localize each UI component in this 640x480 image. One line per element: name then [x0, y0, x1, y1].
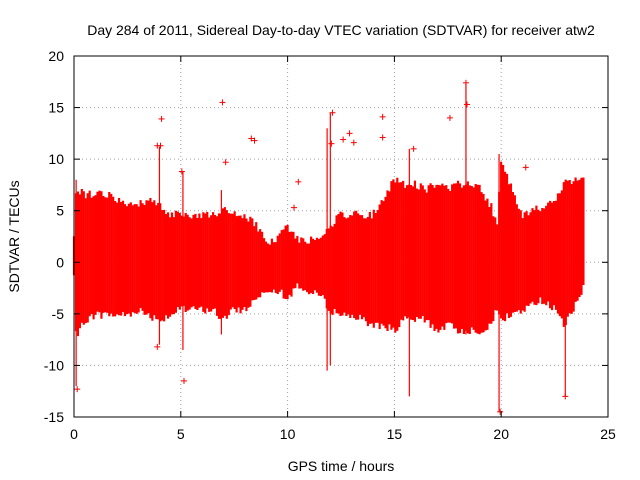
y-tick-label: 5 [56, 203, 64, 219]
outlier-point [328, 140, 335, 147]
y-tick-label: -5 [52, 306, 65, 322]
outlier-point [222, 159, 229, 166]
y-axis-label: SDTVAR / TECUs [6, 180, 22, 292]
outlier-point [251, 137, 258, 144]
outlier-point [295, 178, 302, 185]
y-tick-label: 20 [48, 48, 64, 64]
outlier-point [248, 135, 255, 142]
outlier-point [522, 164, 529, 171]
outlier-point [329, 109, 336, 116]
outlier-point [462, 79, 469, 86]
outlier-point [446, 114, 453, 121]
outlier-point [74, 386, 81, 393]
plot-frame [73, 55, 609, 418]
outlier-point [379, 113, 386, 120]
outlier-point [291, 204, 298, 211]
outlier-point [379, 134, 386, 141]
x-tick-label: 10 [280, 426, 296, 442]
outlier-point [562, 393, 569, 400]
axis-ticks: 0 5 10 15 20 25 -15 -10 -5 0 5 10 15 20 [44, 48, 616, 442]
chart-title: Day 284 of 2011, Sidereal Day-to-day VTE… [87, 22, 595, 38]
outlier-point [219, 99, 226, 106]
outlier-point [178, 168, 185, 175]
outlier-point [350, 139, 357, 146]
outlier-point [181, 377, 188, 384]
y-tick-label: -10 [44, 357, 64, 373]
outlier-point [346, 130, 353, 137]
data-series [72, 79, 585, 415]
outlier-point [157, 142, 164, 149]
outlier-point [497, 408, 504, 415]
x-tick-label: 5 [177, 426, 185, 442]
y-tick-label: 0 [56, 254, 64, 270]
outlier-point [410, 145, 417, 152]
outlier-point [154, 343, 161, 350]
y-tick-label: 15 [48, 100, 64, 116]
x-tick-label: 15 [387, 426, 403, 442]
x-tick-label: 25 [600, 426, 616, 442]
x-axis-label: GPS time / hours [288, 458, 395, 474]
y-tick-label: 10 [48, 151, 64, 167]
x-tick-label: 20 [493, 426, 509, 442]
outlier-point [340, 136, 347, 143]
outlier-point [158, 115, 165, 122]
y-tick-label: -15 [44, 409, 64, 425]
x-tick-label: 0 [70, 426, 78, 442]
outlier-point [464, 101, 471, 108]
